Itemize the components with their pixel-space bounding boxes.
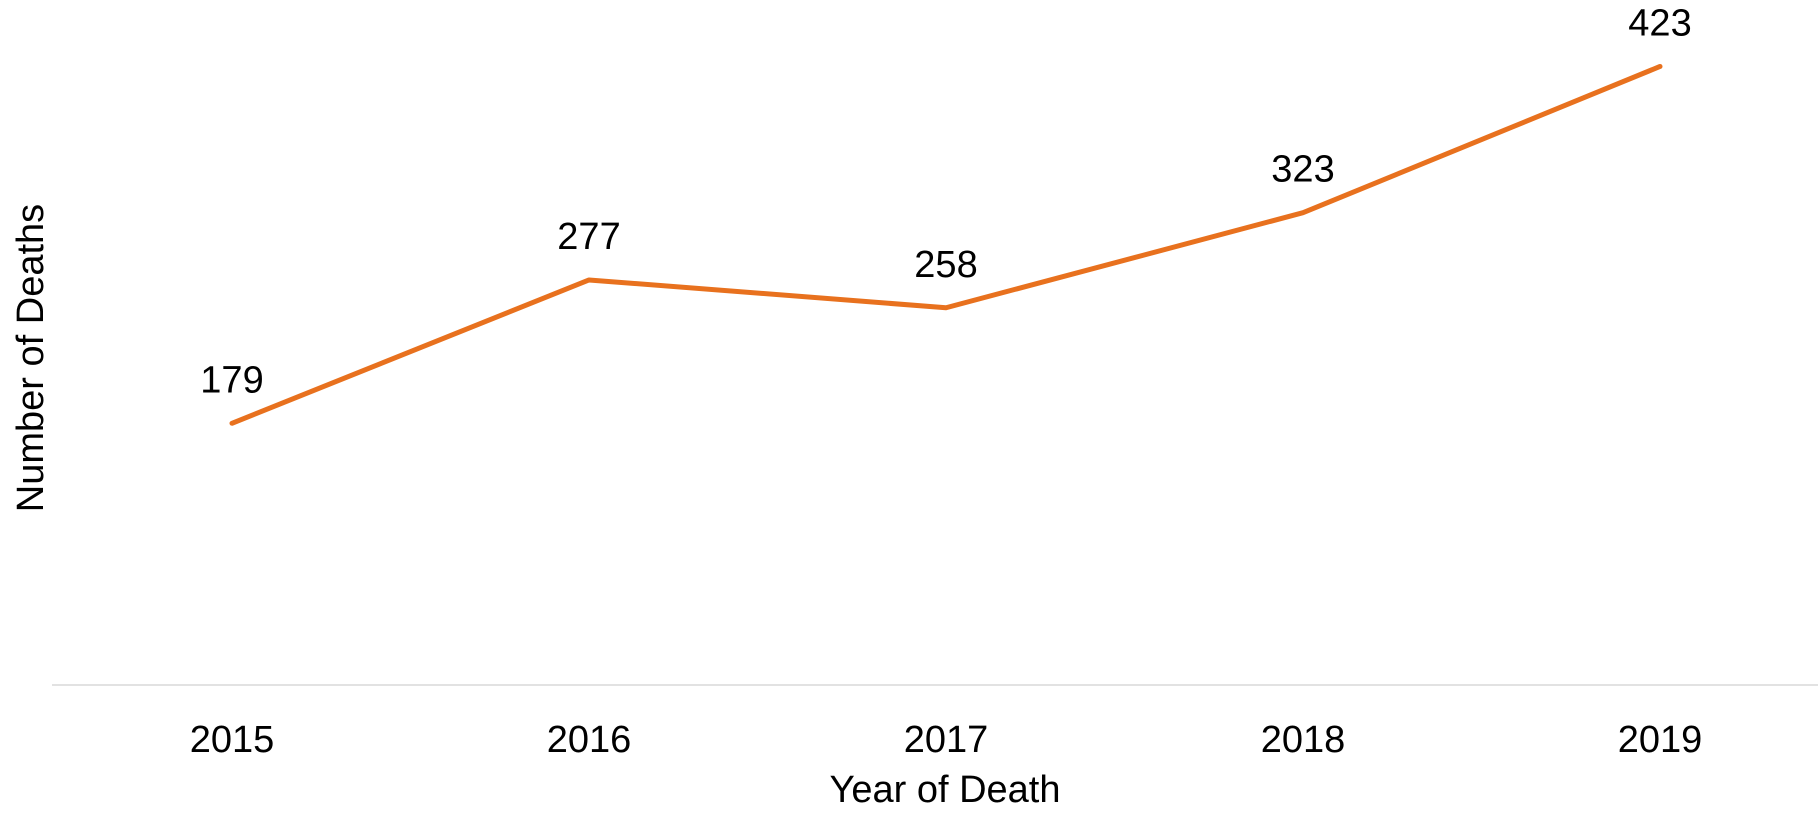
x-tick-label: 2015 xyxy=(190,719,275,761)
x-axis-label: Year of Death xyxy=(830,769,1061,811)
data-label: 277 xyxy=(557,216,620,258)
data-line xyxy=(229,63,1663,426)
data-label: 323 xyxy=(1271,149,1334,191)
data-label: 179 xyxy=(200,359,263,401)
x-tick-label: 2019 xyxy=(1618,719,1703,761)
x-tick-label: 2018 xyxy=(1261,719,1346,761)
data-label: 423 xyxy=(1628,3,1691,45)
x-tick-label: 2017 xyxy=(904,719,989,761)
data-label: 258 xyxy=(914,244,977,286)
x-tick-label: 2016 xyxy=(547,719,632,761)
y-axis-label: Number of Deaths xyxy=(10,204,52,512)
